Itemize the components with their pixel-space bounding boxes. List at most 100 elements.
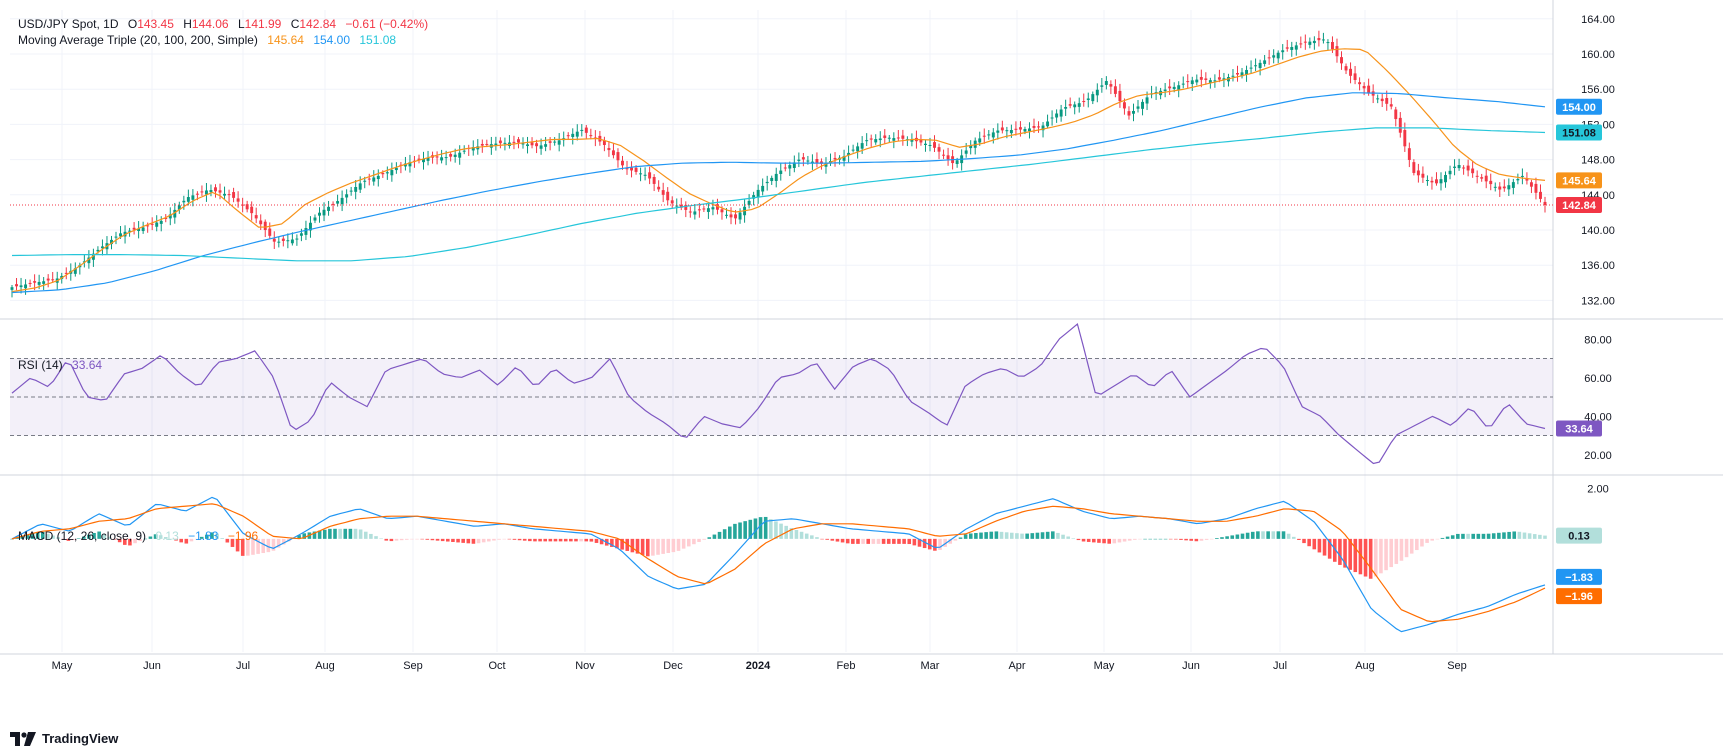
candle-body [661, 190, 665, 195]
candle-body [589, 135, 593, 137]
macd-hist-bar [1004, 532, 1009, 539]
macd-hist-bar [399, 538, 404, 541]
macd-hist-bar [640, 538, 645, 555]
candle-body [1204, 78, 1208, 80]
candle-body [1145, 97, 1149, 104]
candle-body [666, 191, 670, 201]
macd-hist-bar [1035, 532, 1040, 539]
macd-hist-bar [666, 538, 671, 553]
macd-hist-bar [133, 538, 137, 544]
candle-body [815, 159, 819, 163]
close-value: 142.84 [299, 17, 337, 31]
candle-body [810, 161, 814, 163]
macd-hist-bar [1230, 535, 1235, 539]
candle-body [1041, 125, 1045, 131]
macd-hist-bar [1445, 536, 1450, 539]
macd-hist-bar [1250, 531, 1255, 539]
candle-body [1484, 175, 1488, 182]
price-tick-label: 156.00 [1581, 84, 1615, 96]
candle-body [214, 187, 217, 192]
macd-hist-bar [1030, 533, 1035, 539]
candle-body [1023, 129, 1027, 132]
price-tick-label: 148.00 [1581, 155, 1615, 167]
time-tick-label: Jul [1273, 660, 1287, 672]
candle-body [1276, 52, 1280, 59]
macd-hist-bar [415, 538, 419, 540]
symbol-title: USD/JPY Spot, 1D [18, 17, 119, 31]
macd-hist-bar [51, 535, 55, 539]
macd-hist-bar [840, 538, 845, 543]
candle-body [1009, 130, 1013, 134]
candle-body [1000, 127, 1004, 131]
rsi-line [11, 322, 1546, 465]
macd-hist-bar [123, 538, 127, 545]
macd-hist-bar [912, 538, 917, 546]
candle-body [73, 268, 77, 274]
candle-body [1394, 109, 1398, 120]
macd-hist-bar [1517, 531, 1522, 539]
candle-body [756, 189, 760, 198]
macd-hist-bar [835, 538, 840, 542]
candle-body [1444, 174, 1447, 183]
high-value: 144.06 [191, 17, 229, 31]
candle-body [1032, 126, 1036, 128]
macd-hist-bar [1168, 538, 1173, 540]
macd-hist-bar [461, 538, 465, 543]
macd-hist-bar [1209, 538, 1214, 540]
candle-body [684, 204, 688, 210]
candle-body [1132, 110, 1135, 114]
tradingview-branding[interactable]: TradingView [10, 731, 118, 746]
macd-hist-bar [804, 533, 809, 539]
candle-body [1181, 83, 1185, 85]
macd-hist-bar [117, 538, 122, 543]
macd-hist-bar [15, 537, 19, 539]
candle-body [1534, 183, 1538, 193]
candle-body [842, 156, 846, 161]
macd-hist-bar [440, 538, 445, 542]
macd-hist-bar [1081, 538, 1086, 542]
candle-body [304, 228, 308, 235]
candle-body [354, 186, 358, 192]
candle-body [245, 204, 249, 210]
macd-hist-bar [276, 538, 281, 548]
candle-body [1272, 55, 1276, 58]
macd-hist-bar [476, 538, 481, 544]
macd-hist-bar [610, 538, 614, 547]
candle-body [1037, 126, 1040, 128]
macd-hist-bar [994, 531, 999, 539]
rsi-value: 33.64 [72, 358, 103, 372]
macd-hist-bar [1358, 538, 1363, 575]
candle-body [1421, 173, 1425, 178]
macd-hist-bar [876, 538, 881, 544]
macd-hist-bar [76, 538, 81, 539]
macd-hist-bar [1420, 538, 1424, 547]
macd-hist-bar [1051, 531, 1055, 539]
macd-hist-bar [297, 535, 301, 539]
macd-hist-bar [179, 538, 183, 543]
macd-hist-bar [369, 533, 373, 539]
macd-hist-bar [968, 533, 973, 539]
macd-hist-bar [1015, 533, 1019, 539]
candle-body [426, 157, 430, 161]
candle-body [268, 228, 272, 236]
macd-hist-bar [1174, 538, 1178, 540]
candle-body [571, 133, 575, 137]
macd-hist-bar [1425, 538, 1429, 543]
candle-body [1163, 89, 1167, 91]
macd-hist-bar [1133, 538, 1137, 540]
candle-body [1525, 178, 1529, 181]
candle-body [100, 246, 104, 249]
candle-body [209, 190, 213, 193]
macd-hist-bar [138, 538, 142, 541]
candle-body [299, 233, 303, 236]
macd-hist-bar [686, 538, 691, 547]
time-tick-label: Feb [837, 660, 856, 672]
macd-hist-bar [271, 538, 276, 551]
candle-body [924, 143, 927, 146]
candle-body [933, 142, 936, 148]
candle-body [1172, 86, 1176, 89]
candle-body [602, 140, 606, 145]
macd-hist-bar [927, 538, 932, 550]
macd-hist-bar [1240, 533, 1245, 539]
